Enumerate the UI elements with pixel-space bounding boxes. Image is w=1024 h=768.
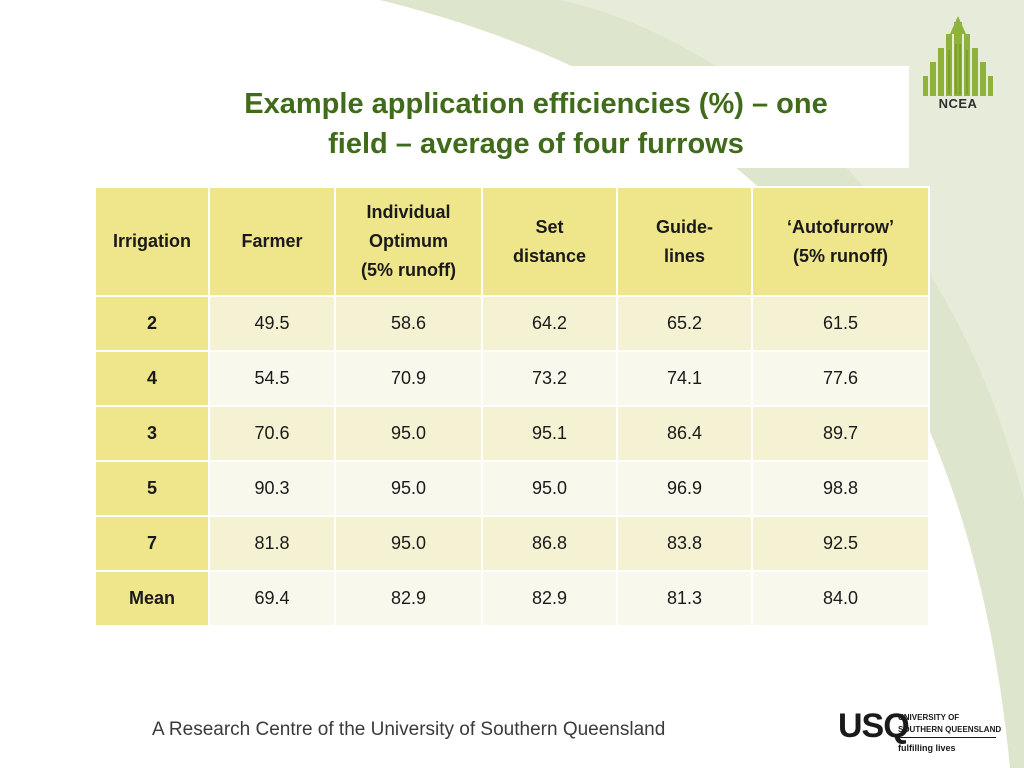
table-cell: 86.8 <box>481 515 618 572</box>
column-header-guidelines: Guide-lines <box>616 186 753 297</box>
table-row: 3 70.6 95.0 95.1 86.4 89.7 <box>94 405 930 462</box>
table-cell: 95.0 <box>334 460 483 517</box>
row-header: 4 <box>94 350 210 407</box>
table-cell: 92.5 <box>751 515 930 572</box>
table-cell: 64.2 <box>481 295 618 352</box>
table-cell: 65.2 <box>616 295 753 352</box>
table-cell: 70.6 <box>208 405 336 462</box>
column-header-individual-optimum: Individual Optimum (5% runoff) <box>334 186 483 297</box>
table-cell: 95.0 <box>481 460 618 517</box>
efficiency-table: Irrigation Farmer Individual Optimum (5% r… <box>94 186 930 627</box>
table-cell: 70.9 <box>334 350 483 407</box>
title-panel <box>183 66 909 168</box>
title-line-2: field – average of four furrows <box>328 128 744 160</box>
row-header: 7 <box>94 515 210 572</box>
table-row: 4 54.5 70.9 73.2 74.1 77.6 <box>94 350 930 407</box>
table-cell: 49.5 <box>208 295 336 352</box>
table-cell: 89.7 <box>751 405 930 462</box>
table-cell: 96.9 <box>616 460 753 517</box>
row-header: Mean <box>94 570 210 627</box>
table-cell: 77.6 <box>751 350 930 407</box>
table-header-row: Irrigation Farmer Individual Optimum (5% r… <box>94 186 930 297</box>
ncea-logo-icon <box>923 16 993 96</box>
table-cell: 61.5 <box>751 295 930 352</box>
ncea-logo-text: NCEA <box>938 96 978 111</box>
table-row: 7 81.8 95.0 86.8 83.8 92.5 <box>94 515 930 572</box>
table-cell: 69.4 <box>208 570 336 627</box>
slide-title: Example application efficiencies (%) – o… <box>183 84 889 164</box>
table-cell: 74.1 <box>616 350 753 407</box>
table-cell: 82.9 <box>334 570 483 627</box>
usq-tagline: fulfilling lives <box>898 743 956 753</box>
row-header: 2 <box>94 295 210 352</box>
table-cell: 54.5 <box>208 350 336 407</box>
table-cell: 95.1 <box>481 405 618 462</box>
usq-logo-mark: USQ <box>838 707 910 745</box>
row-header: 3 <box>94 405 210 462</box>
table-row: 2 49.5 58.6 64.2 65.2 61.5 <box>94 295 930 352</box>
table-cell: 81.8 <box>208 515 336 572</box>
column-header-farmer: Farmer <box>208 186 336 297</box>
table-cell: 95.0 <box>334 515 483 572</box>
table-row-mean: Mean 69.4 82.9 82.9 81.3 84.0 <box>94 570 930 627</box>
title-line-1: Example application efficiencies (%) – o… <box>244 88 828 120</box>
usq-logo-divider <box>898 737 996 738</box>
table-cell: 83.8 <box>616 515 753 572</box>
table-cell: 84.0 <box>751 570 930 627</box>
table-cell: 73.2 <box>481 350 618 407</box>
table-cell: 95.0 <box>334 405 483 462</box>
table-cell: 82.9 <box>481 570 618 627</box>
usq-logo-line-2: SOUTHERN QUEENSLAND <box>898 725 1002 734</box>
column-header-autofurrow: ‘Autofurrow’ (5% runoff) <box>751 186 930 297</box>
table-row: 5 90.3 95.0 95.0 96.9 98.8 <box>94 460 930 517</box>
table-cell: 86.4 <box>616 405 753 462</box>
table-cell: 98.8 <box>751 460 930 517</box>
footer-text: A Research Centre of the University of S… <box>152 719 666 740</box>
column-header-irrigation: Irrigation <box>94 186 210 297</box>
table-cell: 90.3 <box>208 460 336 517</box>
table-cell: 58.6 <box>334 295 483 352</box>
column-header-set-distance: Set distance <box>481 186 618 297</box>
row-header: 5 <box>94 460 210 517</box>
table-cell: 81.3 <box>616 570 753 627</box>
usq-logo-line-1: UNIVERSITY OF <box>898 713 960 722</box>
